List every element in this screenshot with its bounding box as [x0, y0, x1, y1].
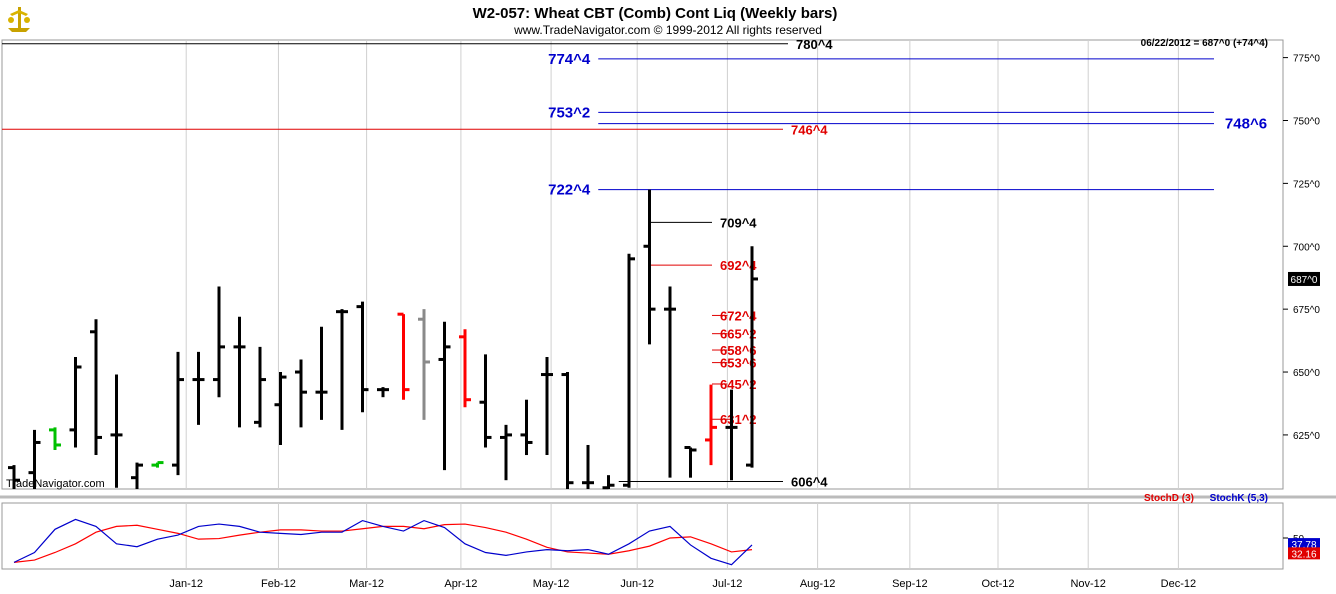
level-label: 645^2	[720, 377, 757, 392]
stochd-tag: 32.16	[1291, 549, 1316, 560]
level-label: 653^6	[720, 356, 757, 371]
y-tick-label: 650^0	[1293, 368, 1320, 379]
level-label: 774^4	[548, 51, 591, 68]
y-tick-label: 725^0	[1293, 179, 1320, 190]
price-panel-border	[1, 39, 1284, 490]
stochk-tag-bg	[1288, 538, 1320, 551]
x-tick-label: May-12	[533, 578, 570, 590]
level-label: 709^4	[720, 215, 757, 230]
x-tick-label: Oct-12	[981, 578, 1014, 590]
last-price-info: 06/22/2012 = 687^0 (+74^4)	[1141, 38, 1268, 49]
chart-frame	[0, 39, 1336, 570]
stochk-tag: 37.78	[1291, 540, 1316, 551]
watermark-text: TradeNavigator.com	[6, 478, 105, 490]
level-label: 780^4	[796, 37, 833, 52]
y-tick-label: 775^0	[1293, 54, 1320, 65]
y-tick-label: 750^0	[1293, 116, 1320, 127]
level-label: 748^6	[1225, 116, 1267, 133]
last-price-tag-bg	[1288, 271, 1320, 286]
x-tick-label: Jul-12	[712, 578, 742, 590]
trade-navigator-logo	[4, 4, 34, 34]
price-levels: 780^4 774^4 753^2 748^6 746^4 722^4 709^4 692^4…	[2, 37, 1267, 489]
x-tick-label: Mar-12	[349, 578, 384, 590]
stoch-line	[13, 518, 753, 566]
x-tick-label: Aug-12	[800, 578, 835, 590]
level-label: 672^4	[720, 308, 757, 323]
level-label: 722^4	[548, 182, 591, 199]
x-tick-label: Sep-12	[892, 578, 927, 590]
x-tick-label: Jun-12	[620, 578, 654, 590]
price-bars	[8, 189, 758, 490]
chart-title: W2-057: Wheat CBT (Comb) Cont Liq (Weekl…	[473, 5, 838, 22]
copyright-text: www.TradeNavigator.com © 1999-2012 All r…	[513, 23, 822, 37]
level-label: 753^2	[548, 104, 590, 121]
x-tick-label: Dec-12	[1161, 578, 1196, 590]
y-tick-label: 675^0	[1293, 305, 1320, 316]
level-label: 746^4	[791, 122, 828, 137]
y-tick-label: 625^0	[1293, 431, 1320, 442]
level-label: 692^4	[720, 258, 757, 273]
y-tick-label: 700^0	[1293, 242, 1320, 253]
level-label: 665^2	[720, 327, 757, 342]
stochd-tag-bg	[1288, 547, 1320, 560]
x-tick-label: Apr-12	[444, 578, 477, 590]
legend-stochd: StochD (3)	[1144, 493, 1194, 504]
last-price-tag: 687^0	[1291, 275, 1318, 286]
level-label: 658^6	[720, 343, 757, 358]
x-tick-label: Nov-12	[1070, 578, 1105, 590]
level-label: 631^2	[720, 412, 757, 427]
level-label: 606^4	[791, 474, 828, 489]
axis-labels: Jan-12 Feb-12 Mar-12 Apr-12 May-12 Jun-12 Jul-…	[169, 54, 1320, 590]
x-tick-label: Feb-12	[261, 578, 296, 590]
x-tick-label: Jan-12	[169, 578, 203, 590]
legend-stochk: StochK (5,3)	[1210, 493, 1268, 504]
gridlines	[185, 40, 1179, 569]
